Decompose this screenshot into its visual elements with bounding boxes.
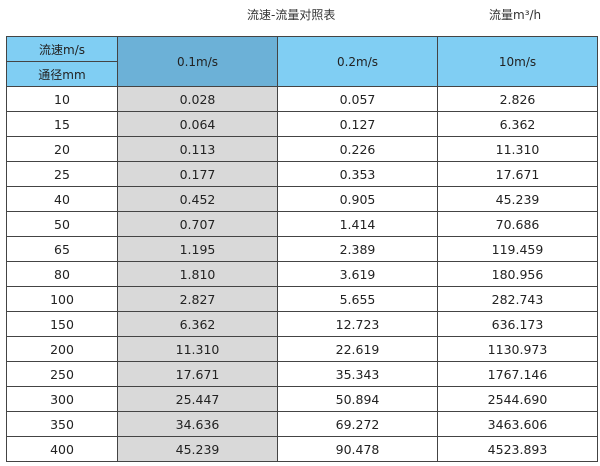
table-row: 80 1.810 3.619 180.956 [6, 261, 598, 287]
unit-label: 流量m³/h [489, 8, 542, 22]
flow-cell: 4523.893 [437, 436, 598, 462]
flow-cell: 70.686 [437, 211, 598, 237]
table-row: 25 0.177 0.353 17.671 [6, 161, 598, 187]
flow-cell: 0.226 [277, 136, 438, 162]
flow-cell: 0.113 [117, 136, 278, 162]
flow-cell: 6.362 [437, 111, 598, 137]
table-row: 250 17.671 35.343 1767.146 [6, 361, 598, 387]
flow-cell: 1.195 [117, 236, 278, 262]
table-row: 350 34.636 69.272 3463.606 [6, 411, 598, 437]
column-header: 0.2m/s [277, 36, 438, 87]
flow-cell: 90.478 [277, 436, 438, 462]
flow-cell: 0.353 [277, 161, 438, 187]
table-row: 200 11.310 22.619 1130.973 [6, 336, 598, 362]
diameter-cell: 20 [6, 136, 118, 162]
flow-cell: 69.272 [277, 411, 438, 437]
flow-cell: 0.452 [117, 186, 278, 212]
table-row: 100 2.827 5.655 282.743 [6, 286, 598, 312]
table-row: 40 0.452 0.905 45.239 [6, 186, 598, 212]
column-header: 10m/s [437, 36, 598, 87]
flow-cell: 0.177 [117, 161, 278, 187]
speed-header: 流速m/s [6, 36, 118, 62]
flow-cell: 17.671 [117, 361, 278, 387]
diameter-cell: 100 [6, 286, 118, 312]
table-row: 150 6.362 12.723 636.173 [6, 311, 598, 337]
diameter-cell: 10 [6, 86, 118, 112]
table-row: 400 45.239 90.478 4523.893 [6, 436, 598, 462]
flow-cell: 22.619 [277, 336, 438, 362]
flow-cell: 0.707 [117, 211, 278, 237]
diameter-cell: 15 [6, 111, 118, 137]
flow-cell: 11.310 [437, 136, 598, 162]
table-row: 50 0.707 1.414 70.686 [6, 211, 598, 237]
table-row: 20 0.113 0.226 11.310 [6, 136, 598, 162]
flow-cell: 0.028 [117, 86, 278, 112]
diameter-cell: 40 [6, 186, 118, 212]
flow-cell: 5.655 [277, 286, 438, 312]
flow-cell: 0.127 [277, 111, 438, 137]
diameter-cell: 200 [6, 336, 118, 362]
flow-cell: 0.057 [277, 86, 438, 112]
flow-cell: 50.894 [277, 386, 438, 412]
diameter-cell: 300 [6, 386, 118, 412]
flow-cell: 45.239 [437, 186, 598, 212]
flow-cell: 1130.973 [437, 336, 598, 362]
flow-cell: 3463.606 [437, 411, 598, 437]
flow-cell: 11.310 [117, 336, 278, 362]
diameter-cell: 25 [6, 161, 118, 187]
table-title: 流速-流量对照表 [247, 8, 336, 22]
diameter-cell: 80 [6, 261, 118, 287]
diameter-cell: 400 [6, 436, 118, 462]
flow-cell: 25.447 [117, 386, 278, 412]
flow-cell: 17.671 [437, 161, 598, 187]
flow-cell: 34.636 [117, 411, 278, 437]
diameter-cell: 150 [6, 311, 118, 337]
flow-cell: 1.414 [277, 211, 438, 237]
flow-cell: 119.459 [437, 236, 598, 262]
column-header: 0.1m/s [117, 36, 278, 87]
flow-cell: 180.956 [437, 261, 598, 287]
flow-cell: 12.723 [277, 311, 438, 337]
diameter-cell: 65 [6, 236, 118, 262]
flow-cell: 0.905 [277, 186, 438, 212]
diameter-cell: 50 [6, 211, 118, 237]
table-row: 15 0.064 0.127 6.362 [6, 111, 598, 137]
diameter-cell: 350 [6, 411, 118, 437]
diameter-cell: 250 [6, 361, 118, 387]
flow-cell: 2.389 [277, 236, 438, 262]
flow-cell: 0.064 [117, 111, 278, 137]
table-row: 300 25.447 50.894 2544.690 [6, 386, 598, 412]
flow-cell: 45.239 [117, 436, 278, 462]
table-row: 10 0.028 0.057 2.826 [6, 86, 598, 112]
flow-cell: 2.827 [117, 286, 278, 312]
flow-cell: 282.743 [437, 286, 598, 312]
table-row: 65 1.195 2.389 119.459 [6, 236, 598, 262]
flow-cell: 636.173 [437, 311, 598, 337]
flow-cell: 2.826 [437, 86, 598, 112]
flow-cell: 35.343 [277, 361, 438, 387]
flow-cell: 1.810 [117, 261, 278, 287]
flow-cell: 6.362 [117, 311, 278, 337]
flow-cell: 3.619 [277, 261, 438, 287]
flow-cell: 1767.146 [437, 361, 598, 387]
flow-cell: 2544.690 [437, 386, 598, 412]
flow-table: 流速m/s 0.1m/s 0.2m/s 10m/s 通径mm 10 0.028 0.… [6, 36, 598, 462]
diameter-header: 通径mm [6, 61, 118, 87]
